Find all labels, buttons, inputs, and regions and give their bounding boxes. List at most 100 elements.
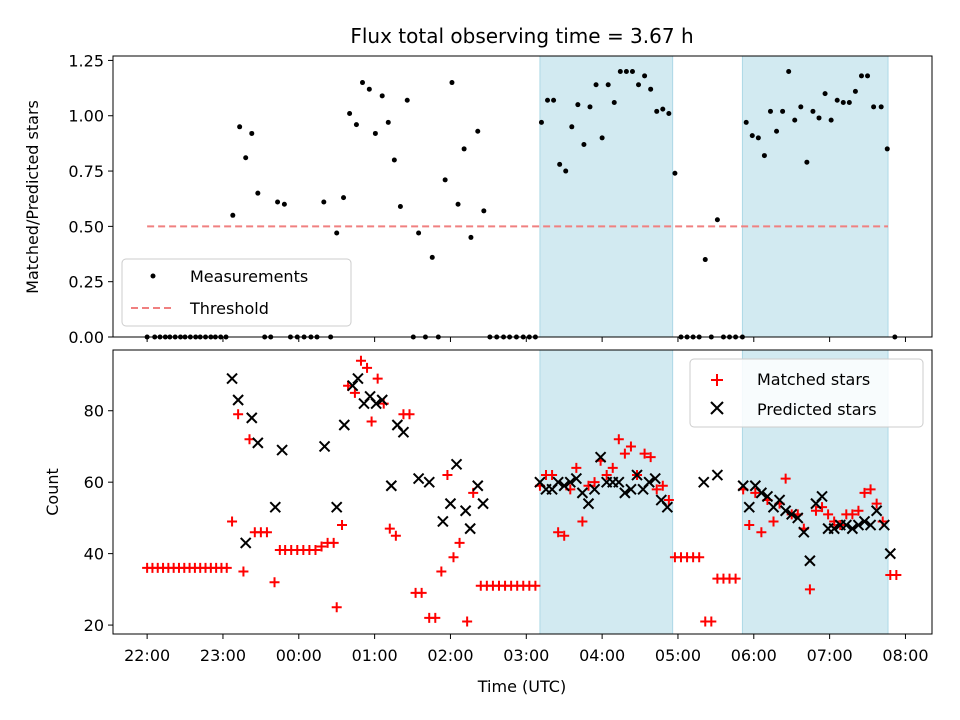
measurements-point (714, 217, 720, 223)
measurements-point (611, 99, 617, 105)
x-tick-label: 08:00 (882, 646, 928, 665)
matched-stars-point (780, 473, 791, 484)
matched-stars-point (430, 612, 441, 623)
x-tick-label: 01:00 (352, 646, 398, 665)
measurements-point (449, 80, 455, 86)
y-tick-label: 1.25 (68, 51, 104, 70)
measurements-point (404, 97, 410, 103)
predicted-stars-point (269, 501, 281, 513)
predicted-stars-point (743, 501, 755, 513)
matched-stars-point (891, 570, 902, 581)
predicted-stars-point (412, 472, 425, 485)
measurements-point (372, 130, 378, 136)
matched-stars-point (227, 516, 238, 527)
predicted-stars-point (318, 440, 331, 453)
measurements-point (636, 82, 642, 88)
measurements-point (557, 161, 563, 167)
measurements-point (660, 106, 666, 112)
measurements-point (481, 208, 487, 214)
measurements-point (575, 102, 581, 108)
predicted-stars-point (376, 394, 388, 406)
measurements-point (810, 108, 816, 114)
predicted-stars-point (846, 522, 859, 535)
top-axes-frame (112, 55, 933, 338)
measurements-point (804, 159, 810, 165)
predicted-stars-point (437, 515, 449, 528)
measurements-point (593, 82, 599, 88)
bottom-plot-panel: 20 40 60 80 22:00 23:00 00:00 01:00 02:00 03:00 04… (43, 349, 933, 696)
predicted-stars-point (226, 372, 238, 385)
matched-stars-point (768, 516, 779, 527)
matched-stars-point (601, 470, 612, 481)
matched-stars-point (462, 616, 473, 627)
matched-stars-point (390, 530, 401, 541)
measurements-point (255, 190, 261, 196)
y-tick-label: 40 (84, 545, 104, 564)
matched-stars-point (221, 562, 232, 573)
y-tick-label: 0.25 (68, 273, 104, 292)
measurements-point (237, 124, 243, 130)
matched-stars-point (645, 452, 656, 463)
predicted-stars-point (576, 487, 589, 499)
predicted-stars-point (558, 480, 570, 492)
matched-stars-point (859, 487, 870, 498)
x-tick-label: 00:00 (276, 646, 322, 665)
bottom-ticks-layer: 20 40 60 80 22:00 23:00 00:00 01:00 02:00 03:00 04… (84, 402, 929, 665)
predicted-stars-point (625, 483, 637, 496)
predicted-stars-point (878, 519, 890, 531)
measurements-point (702, 257, 708, 263)
x-tick-label: 22:00 (124, 646, 170, 665)
predicted-stars-point (552, 476, 564, 488)
matched-stars-point (404, 409, 415, 420)
legend-marker-predicted-stars (710, 401, 724, 415)
measurements-point (397, 203, 403, 209)
matched-stars-point (310, 545, 321, 556)
measurements-point (538, 119, 544, 125)
measurements-point (629, 68, 635, 74)
measurements-point (359, 80, 365, 86)
predicted-stars-point (331, 501, 343, 513)
measurements-point (230, 212, 236, 218)
measurements-point (587, 104, 593, 110)
measurements-point (429, 254, 435, 260)
predicted-stars-point (570, 472, 583, 485)
predicted-stars-point (338, 419, 350, 431)
predicted-stars-point (737, 480, 749, 492)
predicted-stars-point (792, 512, 804, 524)
x-tick-label: 06:00 (731, 646, 777, 665)
predicted-stars-point (755, 487, 768, 499)
observing-window-band (539, 349, 674, 635)
x-tick-label: 02:00 (427, 646, 473, 665)
predicted-stars-point (779, 505, 792, 517)
predicted-stars-point (816, 490, 828, 503)
measurements-point (749, 133, 755, 139)
x-tick-label: 03:00 (503, 646, 549, 665)
measurements-point (871, 104, 877, 110)
predicted-stars-point (477, 497, 489, 510)
predicted-stars-point (450, 458, 463, 471)
legend-label-measurements: Measurements (190, 267, 308, 286)
matched-stars-point (331, 602, 342, 613)
predicted-stars-point (246, 412, 258, 424)
measurements-point (617, 68, 623, 74)
bottom-y-axis-label: Count (43, 468, 62, 516)
measurements-point (761, 153, 767, 159)
measurements-point (828, 117, 834, 123)
matched-stars-point (810, 505, 821, 516)
predicted-stars-point (773, 494, 786, 506)
measurements-point (581, 142, 587, 148)
measurements-point (569, 124, 575, 130)
predicted-stars-point (232, 394, 244, 406)
matched-stars-point (619, 448, 630, 459)
measurements-point (623, 68, 629, 74)
measurements-point (780, 108, 786, 114)
matched-stars-point (657, 480, 668, 491)
matched-stars-point (865, 484, 876, 495)
measurements-point (551, 97, 557, 103)
matched-stars-point (756, 527, 767, 538)
matched-stars-point (571, 462, 582, 473)
matched-stars-point (530, 580, 541, 591)
predicted-stars-point (828, 522, 840, 535)
measurements-point (347, 111, 353, 117)
